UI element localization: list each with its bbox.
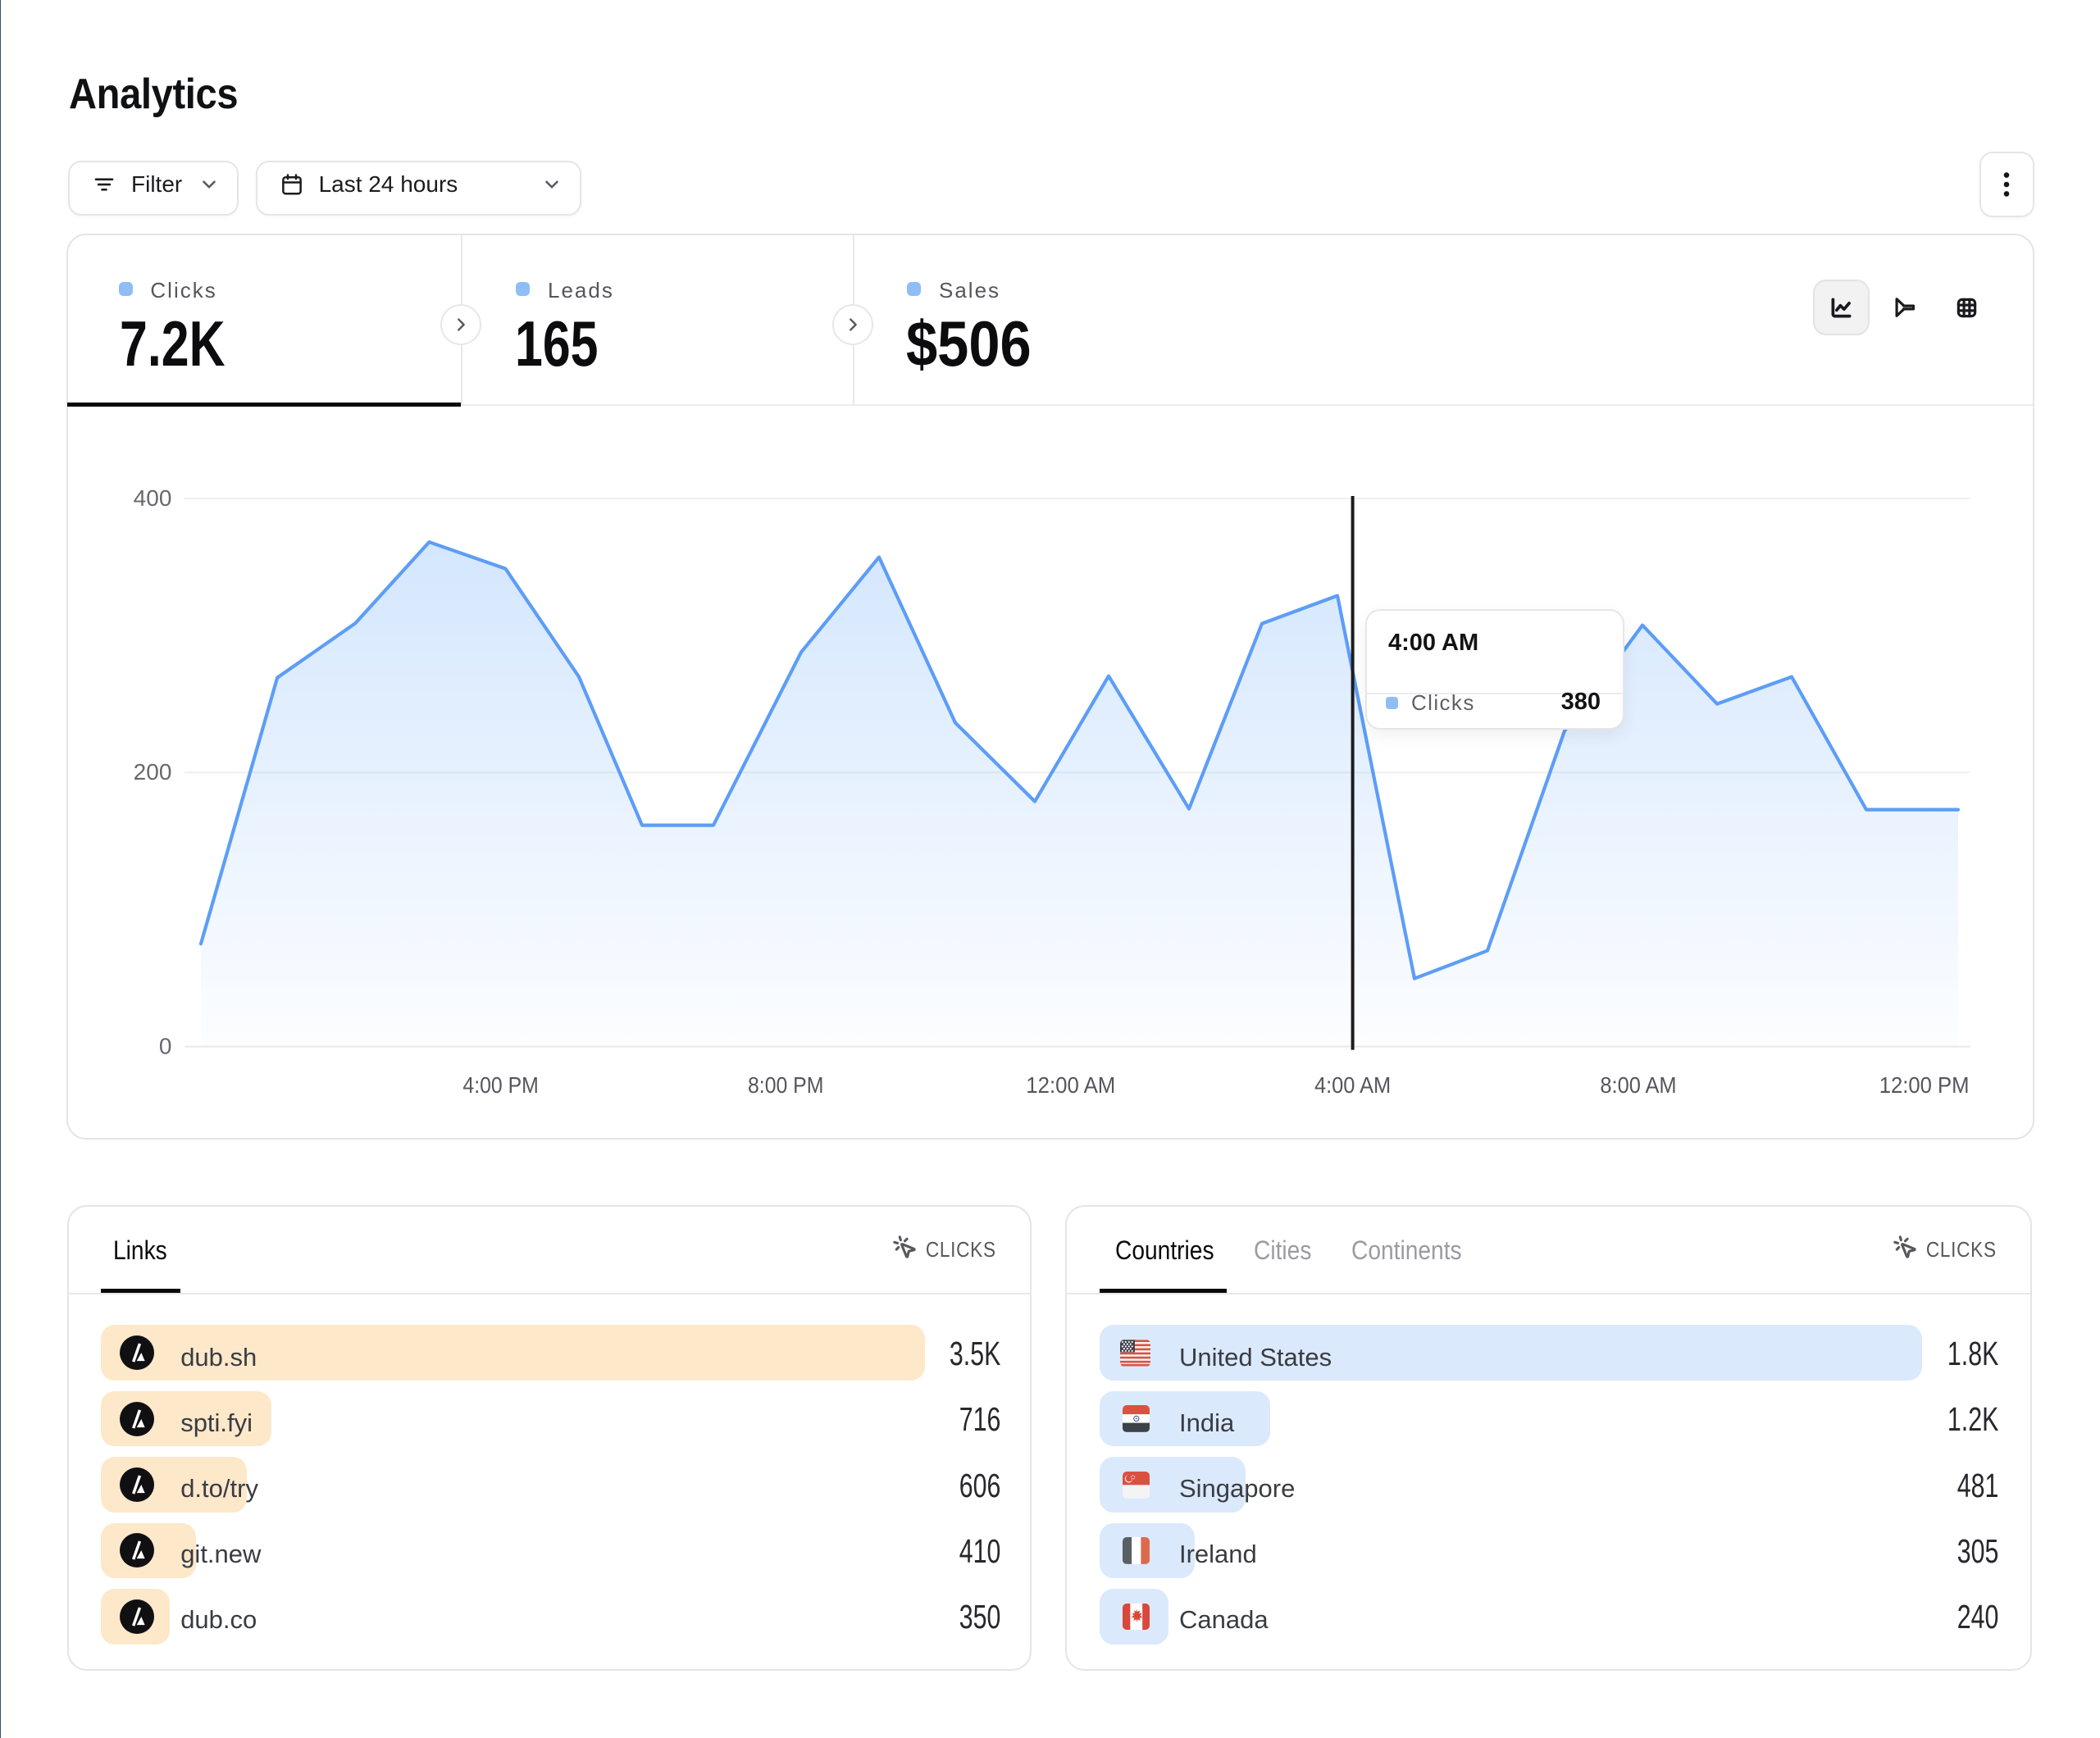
svg-text:8:00 AM: 8:00 AM xyxy=(1600,1072,1676,1098)
svg-text:8:00 PM: 8:00 PM xyxy=(748,1072,823,1098)
svg-text:0: 0 xyxy=(159,1034,172,1059)
svg-text:4:00 AM: 4:00 AM xyxy=(1314,1072,1391,1098)
svg-text:400: 400 xyxy=(134,485,172,511)
svg-text:12:00 PM: 12:00 PM xyxy=(1879,1072,1970,1098)
svg-text:4:00 PM: 4:00 PM xyxy=(462,1072,538,1098)
svg-text:12:00 AM: 12:00 AM xyxy=(1026,1072,1115,1098)
svg-text:200: 200 xyxy=(134,760,172,785)
